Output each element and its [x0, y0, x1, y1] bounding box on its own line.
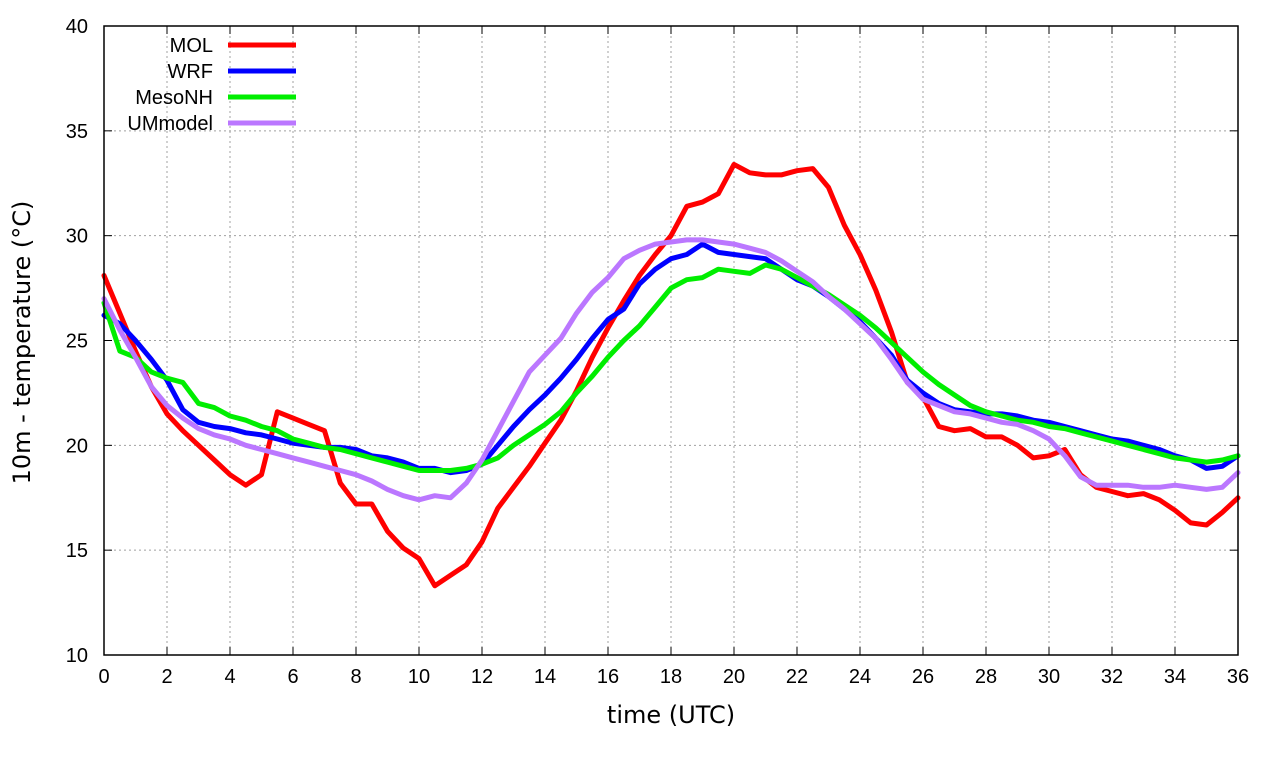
x-tick-label: 22: [786, 666, 808, 688]
x-tick-label: 24: [849, 666, 871, 688]
series-line-mesonh: [101, 262, 1241, 473]
series-line-ummodel: [101, 237, 1241, 503]
x-tick-label: 12: [471, 666, 493, 688]
legend: MOL WRF MesoNH UMmodel: [127, 35, 296, 135]
x-tick-label: 34: [1164, 666, 1186, 688]
y-tick-label: 20: [66, 435, 88, 457]
x-tick-label: 14: [534, 666, 556, 688]
y-axis-title: 10m - temperature (°C): [8, 201, 36, 485]
x-tick-label: 6: [287, 666, 298, 688]
x-tick-label: 36: [1227, 666, 1249, 688]
y-tick-label: 25: [66, 331, 88, 353]
grid: [104, 26, 1238, 655]
x-tick-label: 18: [660, 666, 682, 688]
legend-label-mol: MOL: [170, 35, 213, 57]
y-tick-label: 10: [66, 645, 88, 667]
x-tick-label: 10: [408, 666, 430, 688]
x-tick-label: 4: [224, 666, 235, 688]
legend-label-ummodel: UMmodel: [127, 113, 213, 135]
x-tick-label: 30: [1038, 666, 1060, 688]
series-line-wrf: [101, 241, 1241, 476]
x-axis-title: time (UTC): [607, 701, 735, 729]
y-tick-label: 15: [66, 540, 88, 562]
series-line-mol: [101, 161, 1241, 589]
x-tick-label: 28: [975, 666, 997, 688]
y-tick-label: 35: [66, 121, 88, 143]
x-tick-label: 26: [912, 666, 934, 688]
axis-ticks: 0 2 4 6 8 10 12 14 16 18 20 22 24 26 28 30 32 34 361015202…: [66, 16, 1249, 688]
x-tick-label: 2: [161, 666, 172, 688]
x-tick-label: 0: [98, 666, 109, 688]
x-tick-label: 8: [350, 666, 361, 688]
y-tick-label: 40: [66, 16, 88, 38]
x-tick-label: 16: [597, 666, 619, 688]
x-tick-label: 32: [1101, 666, 1123, 688]
x-tick-label: 20: [723, 666, 745, 688]
series-lines: [101, 161, 1241, 589]
legend-label-wrf: WRF: [167, 61, 213, 83]
legend-label-mesonh: MesoNH: [135, 87, 213, 109]
y-tick-label: 30: [66, 226, 88, 248]
